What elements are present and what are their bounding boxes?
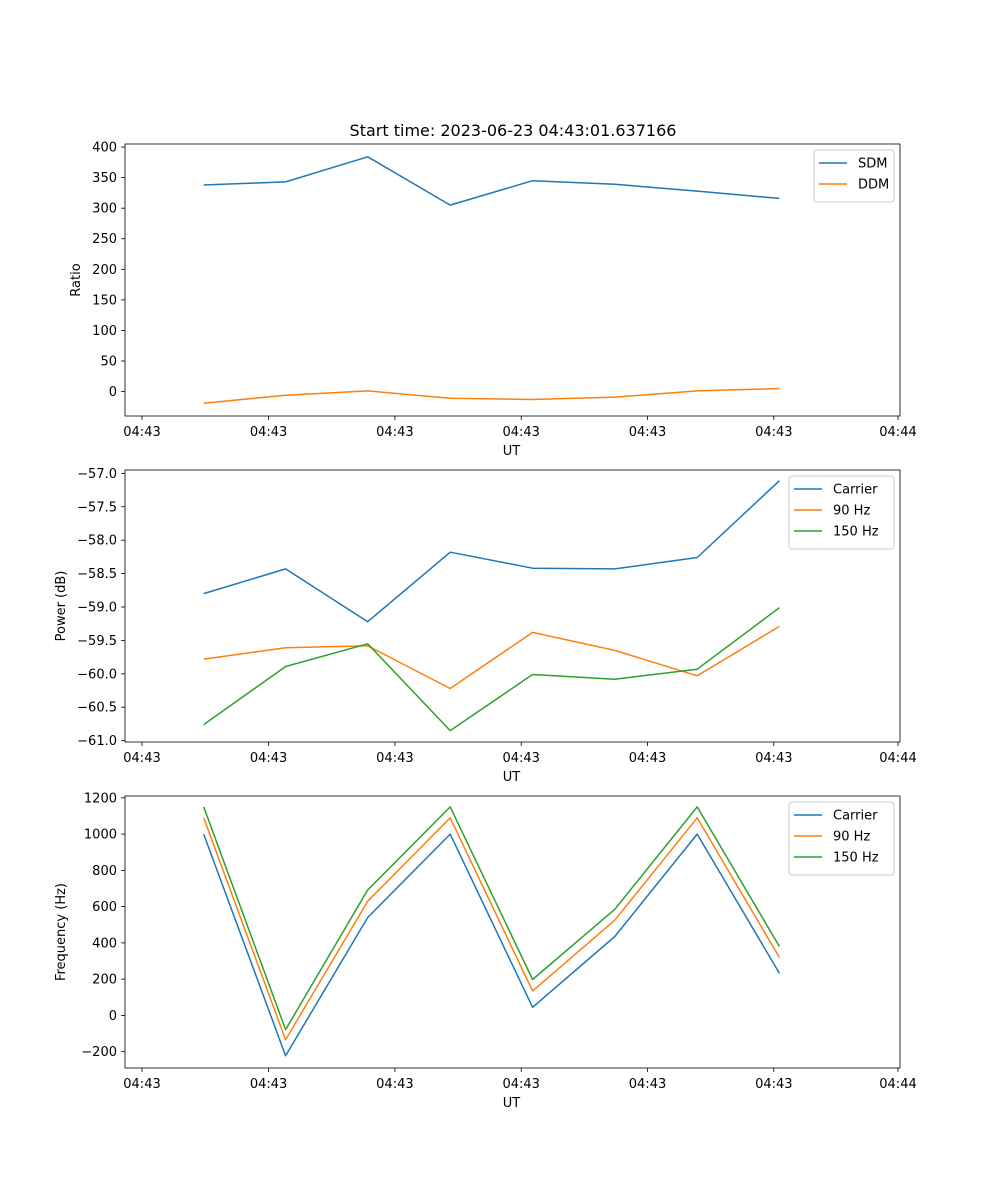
y-tick-label: 150 [92,293,117,308]
series-line-sdm [203,156,780,206]
legend-label: 90 Hz [833,830,870,845]
y-tick-label: 400 [92,936,117,951]
legend-label: 90 Hz [833,504,870,519]
y-tick-label: 600 [92,900,117,915]
y-tick-label: 200 [92,263,117,278]
series-line-150-hz [203,607,780,732]
y-tick-label: 0 [109,385,117,400]
y-tick-label: −60.5 [77,701,117,716]
y-tick-label: −57.5 [77,500,117,515]
x-tick-label: 04:43 [123,751,160,766]
y-tick-label: 800 [92,864,117,879]
legend-label: 150 Hz [833,851,879,866]
subplot-3: −200 0 200 400 600 800 1000 1200 04:43 04:43 04:43… [54,791,917,1111]
x-tick-label: 04:43 [629,425,666,440]
y-tick-label: 1200 [84,791,117,806]
legend-label: Carrier [833,483,878,498]
y-tick-label: 400 [92,141,117,156]
x-tick-label: 04:44 [879,751,916,766]
x-tick-label: 04:43 [123,425,160,440]
y-tick-label: 0 [109,1009,117,1024]
x-tick-label: 04:43 [502,751,539,766]
axes-frame [124,795,901,1069]
series-line-carrier [202,833,781,1057]
x-tick-label: 04:43 [755,1077,792,1092]
x-axis-label: UT [503,444,521,459]
y-tick-label: −58.5 [77,567,117,582]
axes-frame [124,143,901,417]
x-tick-label: 04:43 [502,425,539,440]
x-tick-label: 04:43 [250,1077,287,1092]
series-line-carrier [203,480,780,623]
series-line-ddm [203,387,780,404]
series-line-150-hz [202,806,781,1031]
legend-label: Carrier [833,809,878,824]
figure-title: Start time: 2023-06-23 04:43:01.637166 [350,121,677,140]
subplot-1: 0 50 100 150 200 250 300 350 400 04:43 04:43 04:43 0… [69,141,917,459]
y-tick-label: −61.0 [77,734,117,749]
legend-label: SDM [858,157,887,172]
y-axis-label: Frequency (Hz) [54,883,69,981]
y-tick-label: 300 [92,202,117,217]
x-tick-label: 04:43 [502,1077,539,1092]
series-line-90-hz [202,817,781,1041]
y-tick-label: 350 [92,171,117,186]
y-tick-label: −200 [81,1045,117,1060]
x-tick-label: 04:43 [376,425,413,440]
x-tick-label: 04:43 [376,751,413,766]
x-tick-label: 04:43 [755,425,792,440]
axes-frame [124,469,901,743]
y-tick-label: −59.5 [77,634,117,649]
y-tick-label: 1000 [84,828,117,843]
x-tick-label: 04:43 [123,1077,160,1092]
y-tick-label: −60.0 [77,667,117,682]
x-tick-label: 04:44 [879,425,916,440]
legend-label: 150 Hz [833,525,879,540]
y-axis-label: Ratio [69,263,84,296]
x-tick-label: 04:43 [629,1077,666,1092]
y-tick-label: 200 [92,973,117,988]
y-tick-label: 100 [92,324,117,339]
y-tick-label: 250 [92,232,117,247]
x-tick-label: 04:44 [879,1077,916,1092]
legend: Carrier 90 Hz 150 Hz [788,801,895,876]
x-tick-label: 04:43 [629,751,666,766]
x-axis-label: UT [503,770,521,785]
x-axis-label: UT [503,1096,521,1111]
y-axis-label: Power (dB) [54,571,69,642]
y-tick-label: −59.0 [77,601,117,616]
subplot-2: −61.0 −60.5 −60.0 −59.5 −59.0 −58.5 −58.0 −57.5… [54,467,917,785]
legend: Carrier 90 Hz 150 Hz [788,475,895,550]
legend: SDM DDM [813,149,895,203]
y-tick-label: −58.0 [77,534,117,549]
legend-label: DDM [858,178,889,193]
x-tick-label: 04:43 [250,425,287,440]
x-tick-label: 04:43 [376,1077,413,1092]
x-tick-label: 04:43 [250,751,287,766]
y-tick-label: −57.0 [77,467,117,482]
series-line-90-hz [203,625,780,690]
y-tick-label: 50 [100,354,117,369]
x-tick-label: 04:43 [755,751,792,766]
